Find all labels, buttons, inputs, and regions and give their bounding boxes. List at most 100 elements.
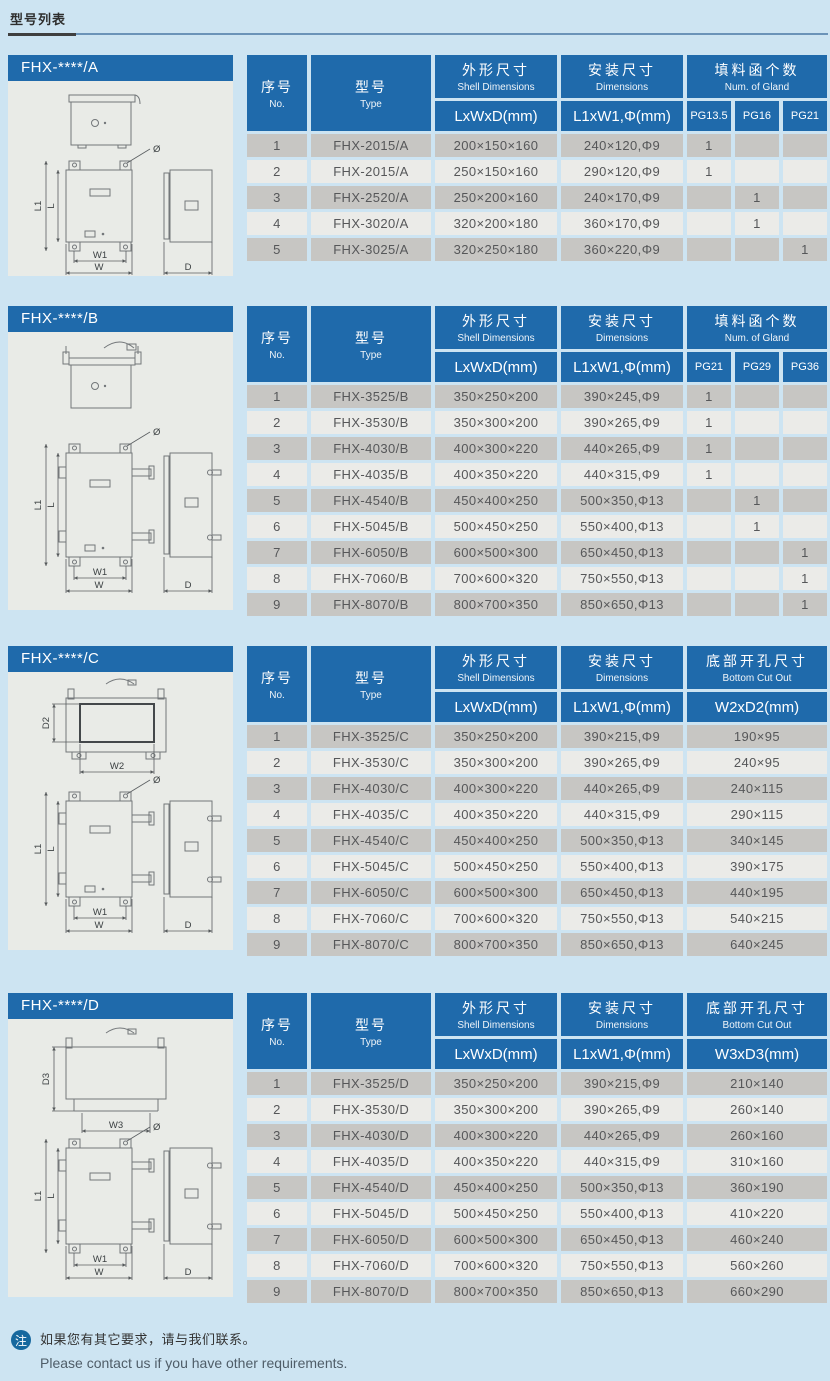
- cell-shell: 250×200×160: [435, 186, 557, 209]
- cell-type: FHX-4035/B: [311, 463, 431, 486]
- col-pg-0: PG21: [687, 352, 731, 382]
- table-row: 9 FHX-8070/D 800×700×350 850×650,Φ13 660×290: [247, 1280, 827, 1303]
- cell-g2: [783, 489, 827, 512]
- cell-type: FHX-6050/C: [311, 881, 431, 904]
- section-fhx-b: FHX-****/B: [8, 306, 830, 616]
- cell-g2: 1: [783, 238, 827, 261]
- cell-type: FHX-6050/D: [311, 1228, 431, 1251]
- col-cutout-sub: W3xD3(mm): [687, 1039, 827, 1069]
- cell-mount: 240×120,Φ9: [561, 134, 683, 157]
- table-row: 7 FHX-6050/C 600×500×300 650×450,Φ13 440×195: [247, 881, 827, 904]
- cell-g0: [687, 541, 731, 564]
- col-header-type: 型号 Type: [311, 306, 431, 382]
- cell-shell: 200×150×160: [435, 134, 557, 157]
- dim-label-w: W: [95, 920, 104, 931]
- cell-mount: 550×400,Φ13: [561, 855, 683, 878]
- col-shell-sub: LxWxD(mm): [435, 1039, 557, 1069]
- col-header-shell: 外形尺寸 Shell Dimensions LxWxD(mm): [435, 993, 557, 1069]
- page-title: 型号列表: [8, 9, 77, 36]
- front-box-view: [62, 341, 142, 409]
- cell-g1: [735, 463, 779, 486]
- enclosure-diagram-a: L1 L W1 W D Ø: [33, 94, 213, 275]
- cell-cut: 340×145: [687, 829, 827, 852]
- col-pg-1: PG16: [735, 101, 779, 131]
- cell-type: FHX-3530/C: [311, 751, 431, 774]
- col-header-shell: 外形尺寸 Shell Dimensions LxWxD(mm): [435, 55, 557, 131]
- cell-shell: 400×300×220: [435, 1124, 557, 1147]
- cell-type: FHX-5045/B: [311, 515, 431, 538]
- table-row: 4 FHX-3020/A 320×200×180 360×170,Φ9 1: [247, 212, 827, 235]
- cell-g1: [735, 567, 779, 590]
- cell-shell: 450×400×250: [435, 489, 557, 512]
- cell-type: FHX-4540/B: [311, 489, 431, 512]
- section-fhx-a: FHX-****/A: [8, 55, 830, 276]
- cell-cut: 260×140: [687, 1098, 827, 1121]
- dim-label-d2: D2: [41, 717, 52, 729]
- cell-g2: 1: [783, 567, 827, 590]
- col-header-shell: 外形尺寸 Shell Dimensions LxWxD(mm): [435, 306, 557, 382]
- note-badge: 注: [11, 1330, 31, 1350]
- table-b-body: 1 FHX-3525/B 350×250×200 390×245,Φ9 1 2 FHX-35…: [247, 385, 827, 616]
- cell-shell: 350×250×200: [435, 385, 557, 408]
- cell-no: 9: [247, 593, 307, 616]
- col-type-en: Type: [360, 1036, 382, 1048]
- cell-shell: 350×300×200: [435, 1098, 557, 1121]
- page-header: 型号列表: [8, 9, 830, 36]
- side-view: [163, 169, 213, 243]
- cell-cut: 260×160: [687, 1124, 827, 1147]
- dim-label-d: D: [185, 262, 192, 273]
- front-elevation: [58, 1138, 155, 1254]
- panel-c-drawing: D2 W2 L1: [8, 672, 233, 950]
- cell-no: 5: [247, 238, 307, 261]
- col-mount-en: Dimensions: [595, 333, 649, 344]
- cell-shell: 400×350×220: [435, 463, 557, 486]
- table-row: 9 FHX-8070/C 800×700×350 850×650,Φ13 640×245: [247, 933, 827, 956]
- col-header-no: 序号 No.: [247, 55, 307, 131]
- cell-g1: [735, 160, 779, 183]
- note-text: 如果您有其它要求，请与我们联系。 Please contact us if yo…: [40, 1329, 347, 1371]
- dim-label-dia: Ø: [153, 144, 161, 155]
- table-b-header: 序号 No. 型号 Type 外形尺寸 Shell Dimensions LxW…: [247, 306, 827, 382]
- panel-d: FHX-****/D: [8, 993, 233, 1303]
- cell-type: FHX-3025/A: [311, 238, 431, 261]
- cell-g0: [687, 212, 731, 235]
- bottom-cutout-view: [65, 678, 167, 760]
- dim-label-w1: W1: [93, 567, 107, 578]
- col-mount-sub: L1xW1,Φ(mm): [561, 101, 683, 131]
- cell-mount: 750×550,Φ13: [561, 1254, 683, 1277]
- col-header-no: 序号 No.: [247, 993, 307, 1069]
- panel-a-drawing: L1 L W1 W D Ø: [8, 81, 233, 276]
- cell-g0: [687, 515, 731, 538]
- col-no-zh: 序号: [261, 669, 293, 686]
- cell-shell: 250×150×160: [435, 160, 557, 183]
- cell-shell: 320×250×180: [435, 238, 557, 261]
- col-shell-sub: LxWxD(mm): [435, 352, 557, 382]
- cell-no: 6: [247, 515, 307, 538]
- cell-mount: 360×220,Φ9: [561, 238, 683, 261]
- dim-label-dia: Ø: [153, 427, 161, 438]
- cell-cut: 540×215: [687, 907, 827, 930]
- col-no-zh: 序号: [261, 329, 293, 346]
- cell-no: 2: [247, 1098, 307, 1121]
- cell-shell: 450×400×250: [435, 1176, 557, 1199]
- cell-no: 2: [247, 751, 307, 774]
- cell-g2: 1: [783, 593, 827, 616]
- dim-label-d: D: [185, 1267, 192, 1278]
- cell-cut: 460×240: [687, 1228, 827, 1251]
- cell-mount: 550×400,Φ13: [561, 515, 683, 538]
- dim-label-l1: L1: [33, 201, 44, 212]
- col-shell-sub: LxWxD(mm): [435, 692, 557, 722]
- cell-no: 1: [247, 134, 307, 157]
- cell-g0: [687, 238, 731, 261]
- cell-mount: 240×170,Φ9: [561, 186, 683, 209]
- dim-label-w2: W2: [110, 761, 124, 772]
- col-header-shell: 外形尺寸 Shell Dimensions LxWxD(mm): [435, 646, 557, 722]
- cell-shell: 700×600×320: [435, 1254, 557, 1277]
- cell-no: 7: [247, 881, 307, 904]
- cell-type: FHX-6050/B: [311, 541, 431, 564]
- cell-mount: 650×450,Φ13: [561, 1228, 683, 1251]
- table-row: 3 FHX-4030/D 400×300×220 440×265,Φ9 260×160: [247, 1124, 827, 1147]
- bottom-open-view: [65, 1027, 167, 1112]
- table-row: 2 FHX-3530/C 350×300×200 390×265,Φ9 240×95: [247, 751, 827, 774]
